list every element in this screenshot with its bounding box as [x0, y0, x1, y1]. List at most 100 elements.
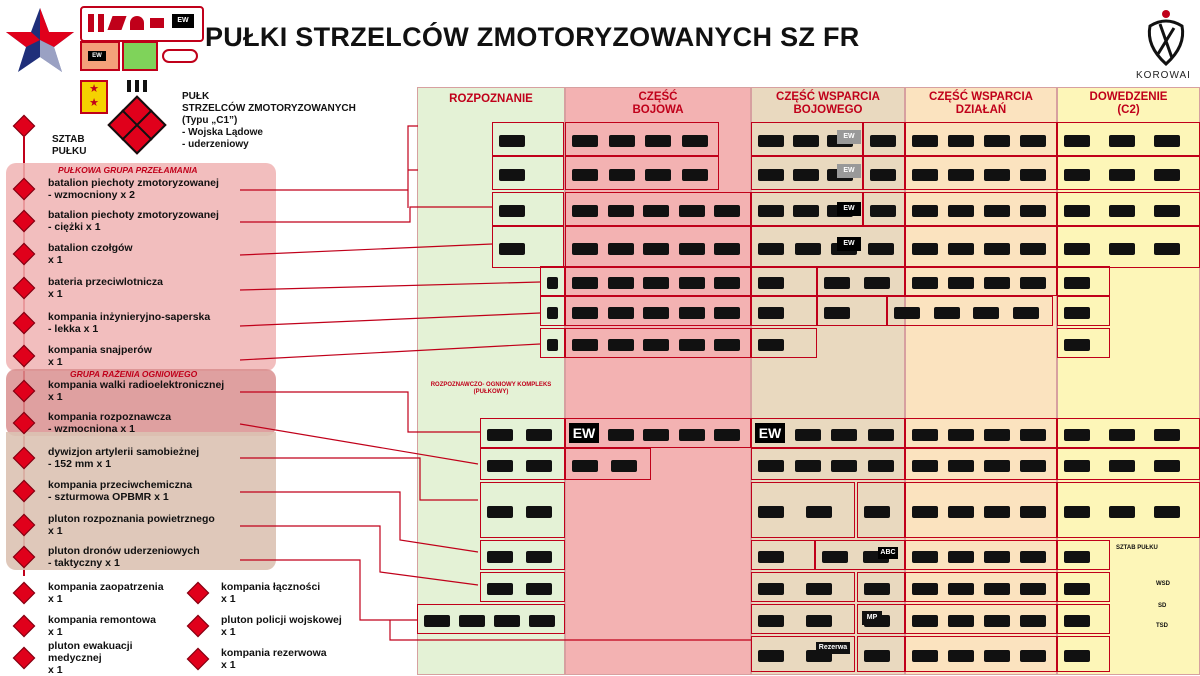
vehicle-silhouette-icon — [1064, 307, 1090, 319]
wsd-marker: WSD — [1156, 581, 1170, 587]
row-cell — [751, 572, 855, 602]
vehicle-silhouette-icon — [1109, 460, 1135, 472]
vehicle-silhouette-icon — [607, 339, 634, 351]
vehicle-silhouette-icon — [948, 243, 974, 255]
vehicle-silhouette-icon — [572, 243, 598, 255]
vehicle-silhouette-icon — [678, 243, 705, 255]
vehicle-silhouette-icon — [984, 650, 1010, 662]
vehicle-silhouette-icon — [864, 506, 890, 518]
vehicle-silhouette-icon — [984, 429, 1010, 441]
vehicle-silhouette-icon — [1064, 169, 1090, 181]
row-cell — [815, 540, 905, 570]
vehicle-silhouette-icon — [912, 429, 938, 441]
row-cell — [905, 226, 1057, 268]
vehicle-silhouette-icon — [912, 506, 938, 518]
ew-marker-large: EW — [569, 423, 599, 443]
unit-label: batalion piechoty zmotoryzowanej - wzmocn… — [48, 177, 219, 201]
vehicle-silhouette-icon — [1020, 135, 1046, 147]
unit-label: kompania rozpoznawcza - wzmocniona x 1 — [48, 411, 172, 435]
vehicle-silhouette-icon — [912, 650, 938, 662]
vehicle-silhouette-icon — [681, 135, 708, 147]
row-cell — [905, 482, 1057, 538]
row-cell — [480, 418, 565, 448]
vehicle-silhouette-icon — [529, 615, 555, 627]
unit-label: kompania walki radioelektronicznej x 1 — [48, 379, 225, 403]
rank-stars-box: ★ ★ — [80, 80, 108, 114]
vehicle-silhouette-icon — [792, 135, 819, 147]
row-cell — [751, 296, 817, 326]
row-cell — [1057, 604, 1110, 634]
vehicle-silhouette-icon — [487, 551, 513, 563]
row-cell — [857, 636, 905, 672]
vehicle-silhouette-icon — [984, 205, 1010, 217]
vehicle-silhouette-icon — [547, 339, 558, 351]
vehicle-silhouette-icon — [824, 307, 850, 319]
row-cell — [540, 296, 565, 326]
ew-insignia-box: EW — [80, 41, 120, 71]
vehicle-silhouette-icon — [714, 277, 741, 289]
vehicle-silhouette-icon — [1020, 650, 1046, 662]
vehicle-silhouette-icon — [948, 135, 974, 147]
vehicle-silhouette-icon — [1154, 506, 1180, 518]
unit-label: batalion piechoty zmotoryzowanej - ciężki… — [48, 209, 219, 233]
vehicle-silhouette-icon — [948, 277, 974, 289]
vehicle-silhouette-icon — [1154, 460, 1180, 472]
vehicle-silhouette-icon — [864, 277, 890, 289]
vehicle-silhouette-icon — [1064, 205, 1090, 217]
vehicle-silhouette-icon — [607, 277, 634, 289]
fire-group-panel-top — [6, 369, 276, 436]
vehicle-silhouette-icon — [607, 205, 634, 217]
vehicle-silhouette-icon — [678, 429, 705, 441]
drone-insignia-box — [122, 41, 158, 71]
vehicle-silhouette-icon — [758, 615, 784, 627]
vehicle-silhouette-icon — [1064, 506, 1090, 518]
row-cell — [1057, 122, 1200, 156]
column-header-combat-support: CZĘŚĆ WSPARCIA BOJOWEGO — [776, 91, 880, 116]
vehicle-silhouette-icon — [499, 243, 525, 255]
row-cell — [492, 122, 564, 156]
vehicle-silhouette-icon — [607, 243, 634, 255]
vehicle-silhouette-icon — [608, 135, 635, 147]
row-cell — [480, 540, 565, 570]
vehicle-silhouette-icon — [984, 169, 1010, 181]
vehicle-silhouette-icon — [525, 460, 552, 472]
aircraft-icon — [130, 16, 144, 30]
column-combat-support — [751, 87, 905, 675]
row-cell — [751, 636, 855, 672]
vehicle-silhouette-icon — [984, 506, 1010, 518]
vehicle-silhouette-icon — [572, 135, 598, 147]
vehicle-silhouette-icon — [831, 460, 857, 472]
vehicle-silhouette-icon — [933, 307, 960, 319]
vehicle-silhouette-icon — [948, 551, 974, 563]
vehicle-silhouette-icon — [645, 135, 671, 147]
row-cell — [480, 572, 565, 602]
row-cell — [540, 266, 565, 296]
vehicle-silhouette-icon — [806, 506, 832, 518]
vehicle-silhouette-icon — [1020, 169, 1046, 181]
vehicle-silhouette-icon — [870, 135, 896, 147]
vehicle-silhouette-icon — [572, 169, 598, 181]
row-cell — [1057, 156, 1200, 190]
vehicle-silhouette-icon — [714, 243, 741, 255]
vehicle-silhouette-icon — [678, 307, 705, 319]
vehicle-silhouette-icon — [1020, 506, 1046, 518]
vehicle-silhouette-icon — [487, 583, 513, 595]
unit-label: dywizjon artylerii samobieżnej - 152 mm x… — [48, 446, 200, 470]
vehicle-silhouette-icon — [912, 169, 938, 181]
vehicle-silhouette-icon — [792, 169, 819, 181]
row-cell — [905, 156, 1057, 190]
vehicle-silhouette-icon — [864, 650, 890, 662]
vehicle-silhouette-icon — [831, 429, 857, 441]
vehicle-silhouette-icon — [714, 429, 741, 441]
vehicle-silhouette-icon — [1109, 243, 1135, 255]
column-recon — [417, 87, 565, 675]
recon-complex-label: ROZPOZNAWCZO- OGNIOWY KOMPLEKS (PUŁKOWY) — [430, 382, 552, 395]
row-cell — [863, 122, 905, 156]
vehicle-silhouette-icon — [867, 429, 894, 441]
vehicle-silhouette-icon — [758, 135, 784, 147]
row-cell — [540, 328, 565, 358]
vehicle-silhouette-icon — [758, 650, 784, 662]
vehicle-silhouette-icon — [487, 460, 513, 472]
vehicle-silhouette-icon — [1020, 429, 1046, 441]
vehicle-silhouette-icon — [912, 460, 938, 472]
